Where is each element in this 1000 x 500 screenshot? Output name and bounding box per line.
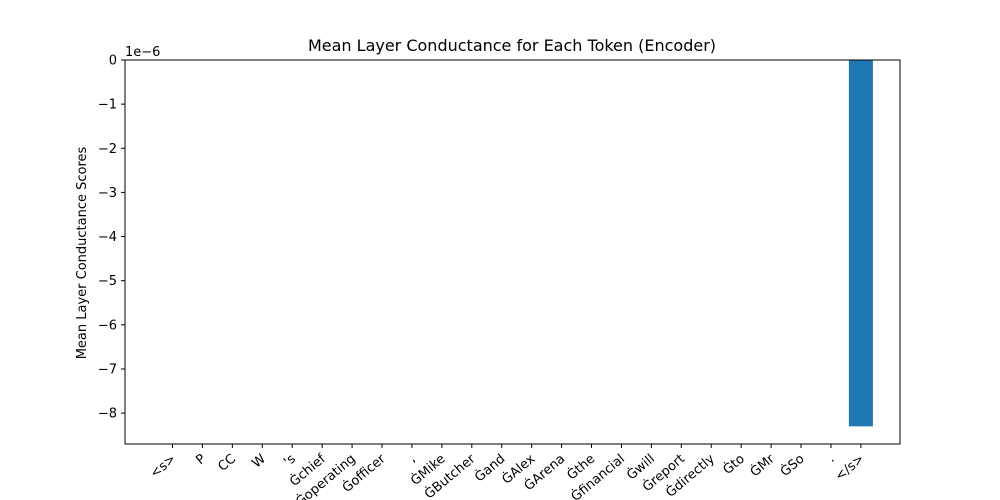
x-tick-label: W bbox=[249, 451, 269, 471]
x-tick-label: </s> bbox=[833, 452, 868, 485]
x-tick-label: , bbox=[406, 452, 419, 466]
x-tick-label: CC bbox=[215, 452, 239, 475]
chart-title: Mean Layer Conductance for Each Token (E… bbox=[308, 36, 716, 55]
y-scale-label: 1e−6 bbox=[125, 45, 160, 60]
x-tick-label: <s> bbox=[148, 452, 180, 482]
y-tick-label: −5 bbox=[98, 274, 117, 289]
y-tick-label: −1 bbox=[98, 98, 117, 113]
y-tick-label: −3 bbox=[98, 186, 117, 201]
y-tick-label: −4 bbox=[98, 230, 117, 245]
y-tick-label: −8 bbox=[98, 407, 117, 422]
x-tick-label: . bbox=[825, 452, 838, 466]
y-tick-label: −6 bbox=[98, 318, 117, 333]
x-tick-label: 's bbox=[281, 451, 299, 469]
plot-frame bbox=[124, 59, 901, 445]
y-tick-label: 0 bbox=[109, 54, 117, 69]
x-tick-label: ĠMr bbox=[746, 450, 778, 481]
y-axis-label: Mean Layer Conductance Scores bbox=[75, 146, 90, 359]
y-axis-ticks: 0 −1 −2 −3 −4 −5 −6 −7 −8 bbox=[98, 54, 125, 422]
x-tick-label: Ġto bbox=[719, 450, 748, 478]
bar-23-s bbox=[848, 60, 873, 427]
y-tick-label: −2 bbox=[98, 142, 117, 157]
bars-group bbox=[848, 60, 873, 427]
x-tick-label: ĠSo bbox=[777, 450, 808, 480]
x-tick-label: P bbox=[193, 451, 209, 468]
y-tick-label: −7 bbox=[98, 362, 117, 377]
